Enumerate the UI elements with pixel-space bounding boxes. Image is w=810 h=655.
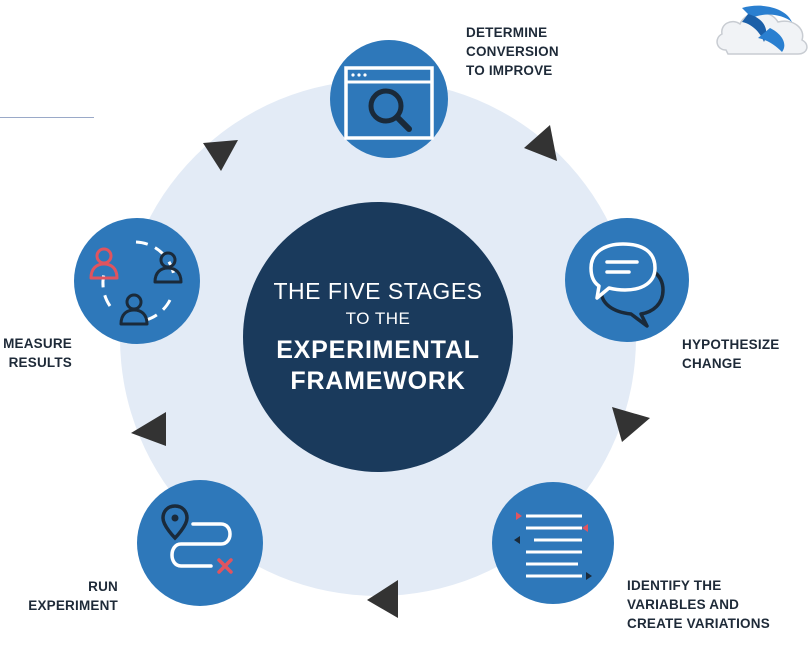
- center-title: THE FIVE STAGES TO THE EXPERIMENTAL FRAM…: [243, 202, 513, 472]
- arrow-5: [131, 412, 166, 446]
- label-hypothesize: HYPOTHESIZE CHANGE: [682, 337, 780, 371]
- variables-list-icon: [514, 512, 592, 580]
- label-determine: DETERMINE CONVERSION TO IMPROVE: [466, 25, 559, 78]
- people-cycle-icon: [89, 240, 183, 326]
- stage-identify: [492, 482, 614, 604]
- stage-measure: [74, 218, 200, 344]
- arrow-3: [612, 407, 650, 442]
- browser-search-icon: [344, 66, 434, 140]
- label-run: RUN EXPERIMENT: [28, 579, 118, 613]
- arrow-4: [367, 580, 398, 618]
- route-path-icon: [161, 504, 233, 574]
- center-line3: EXPERIMENTAL: [276, 335, 480, 364]
- cloud-logo-icon: [716, 5, 808, 55]
- speech-bubbles-icon: [589, 242, 665, 328]
- center-line1: THE FIVE STAGES: [273, 277, 483, 304]
- divider-line: [0, 117, 94, 118]
- label-identify: IDENTIFY THE VARIABLES AND CREATE VARIAT…: [627, 578, 770, 631]
- arrow-1: [203, 140, 238, 171]
- stage-run: [137, 480, 263, 606]
- stage-hypothesize: [565, 218, 689, 342]
- center-line4: FRAMEWORK: [290, 366, 466, 395]
- label-measure: MEASURE RESULTS: [3, 336, 72, 370]
- stage-determine: [330, 40, 448, 158]
- center-line2: TO THE: [345, 308, 411, 328]
- arrow-2: [524, 125, 557, 161]
